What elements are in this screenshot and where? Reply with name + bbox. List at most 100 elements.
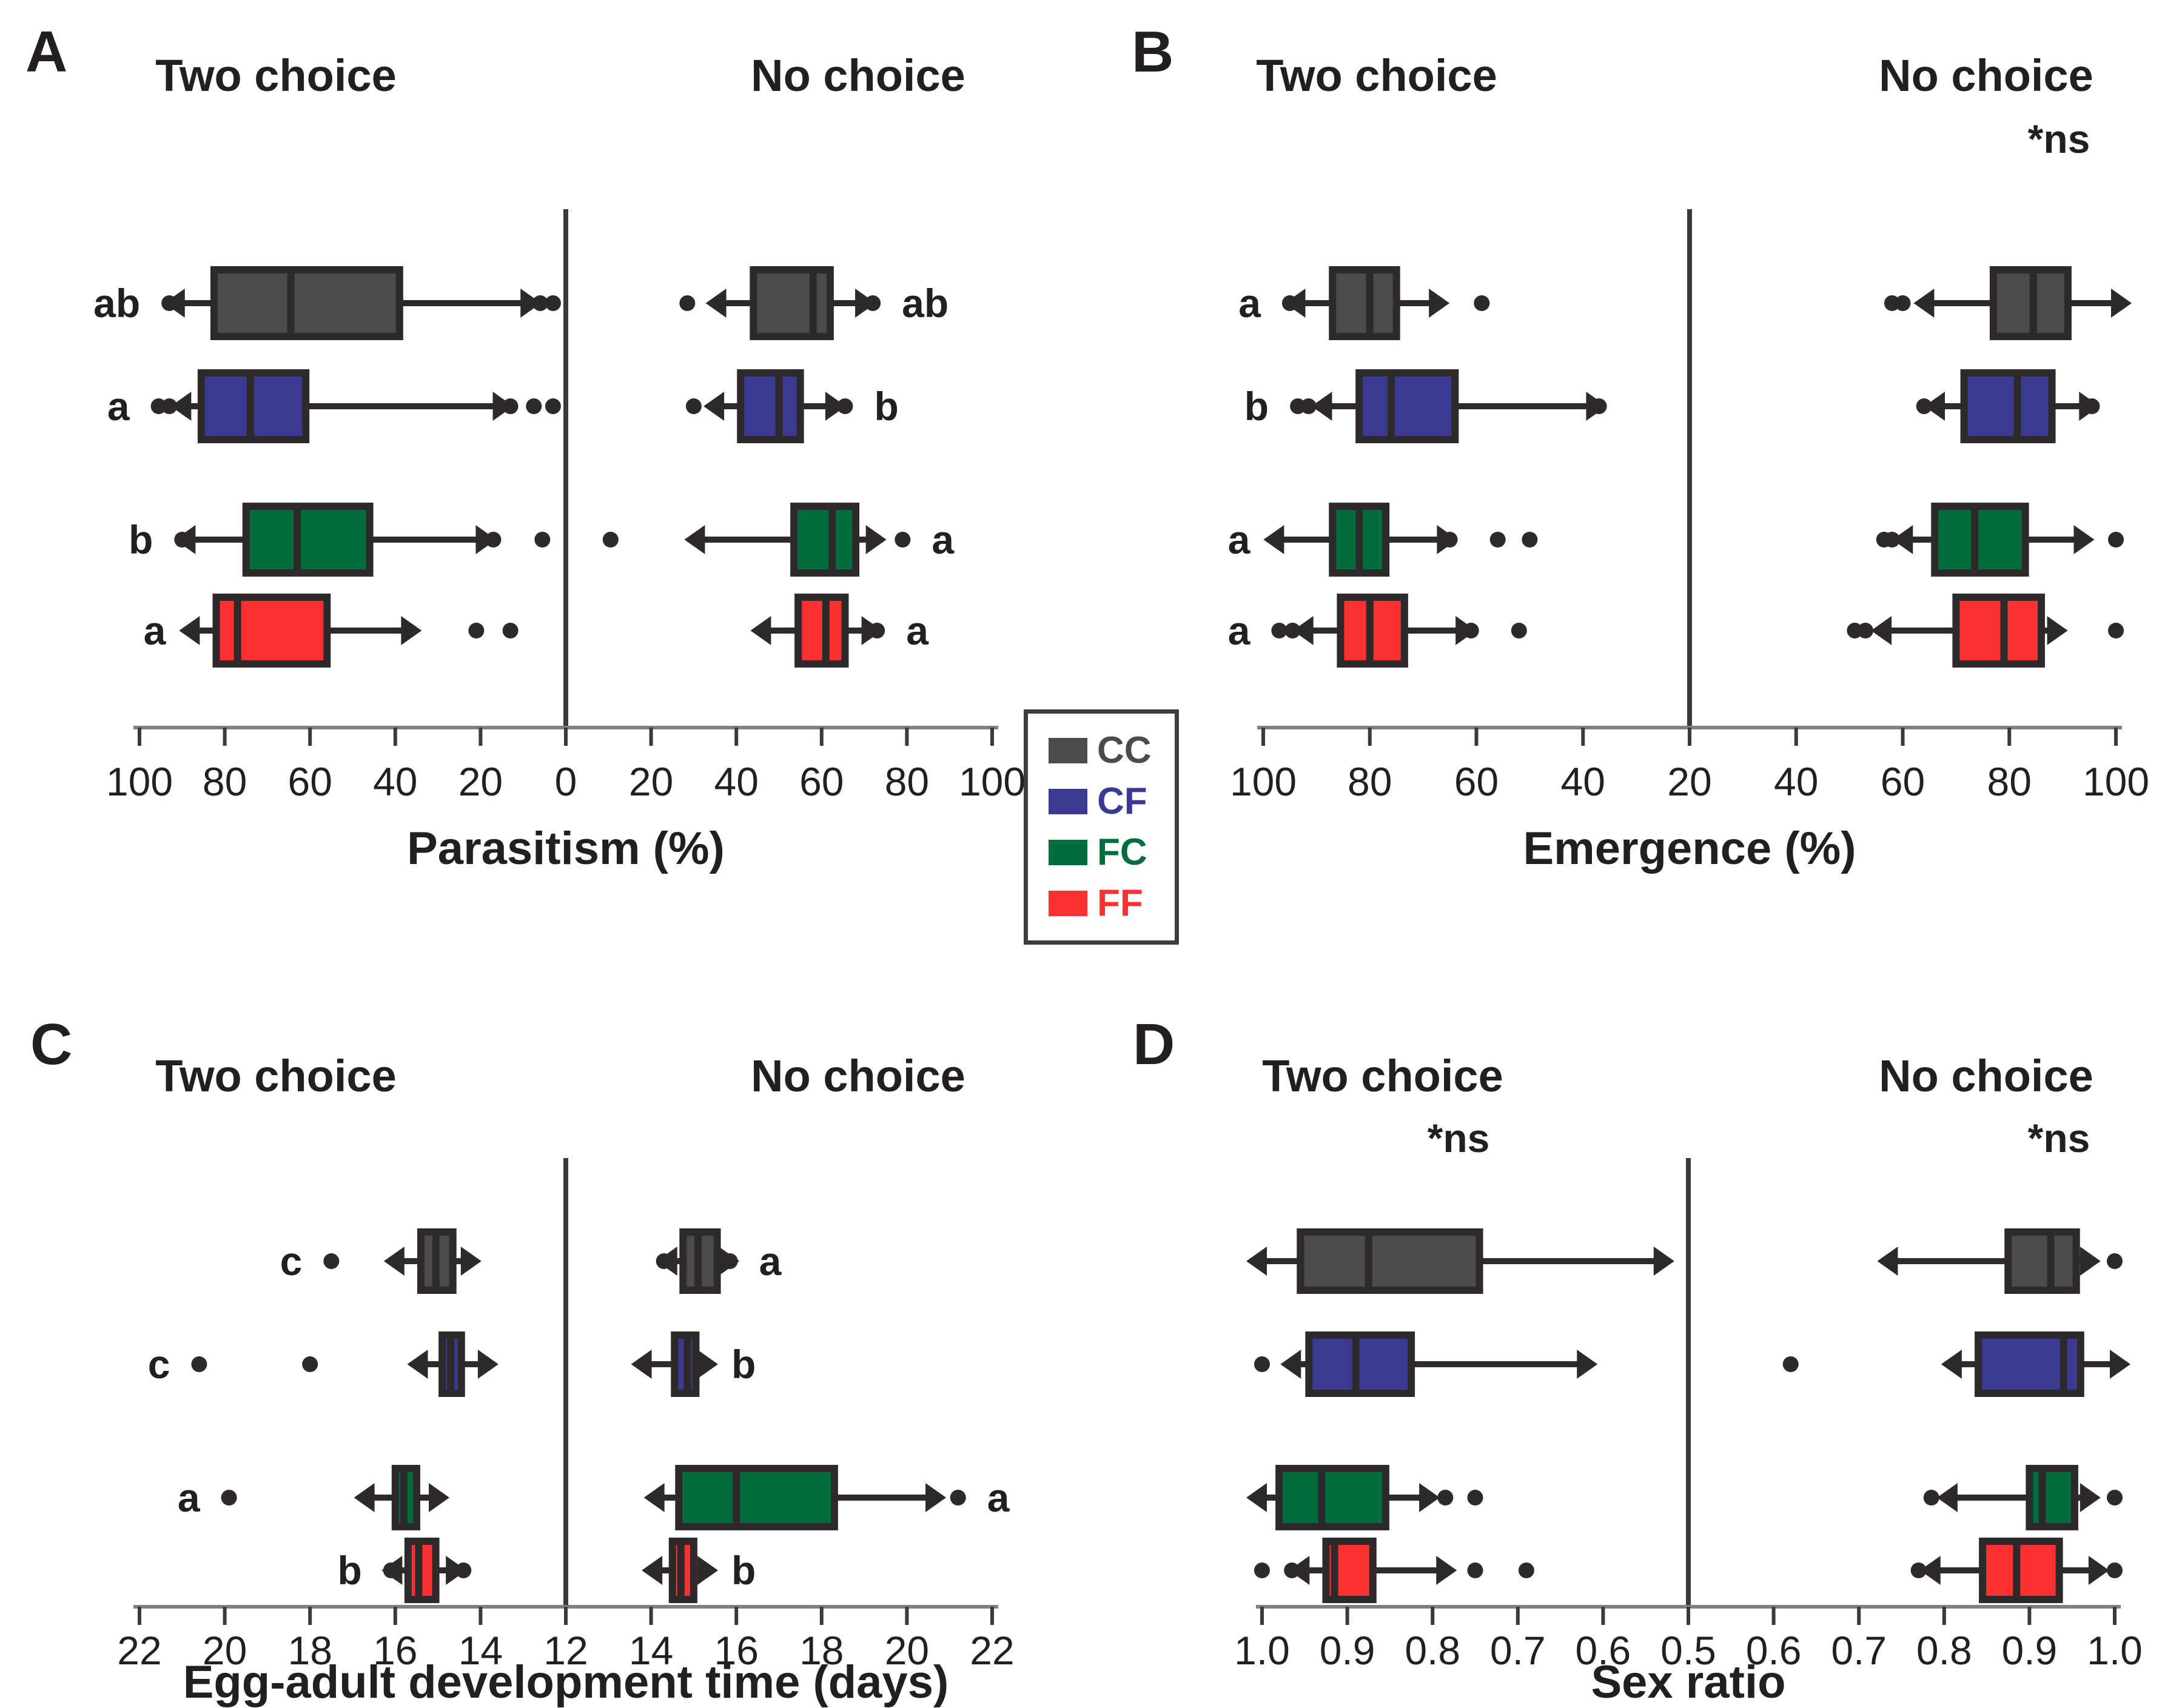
whisker-cap <box>1263 525 1284 554</box>
whisker-cap <box>684 525 705 554</box>
x-axis-tick-label: 40 <box>714 759 758 804</box>
outlier-dot <box>865 295 881 311</box>
box-FC <box>242 503 374 577</box>
boxplot-row-FF-right: a <box>750 594 929 668</box>
outlier-dot <box>895 532 911 548</box>
whisker-cap <box>477 1350 499 1379</box>
box-CC <box>1297 1228 1483 1294</box>
outlier-dot <box>383 1562 399 1578</box>
significance-letter: ab <box>902 281 948 326</box>
legend-item-FF: FF <box>1049 885 1175 922</box>
whisker-cap <box>179 616 200 645</box>
whisker-cap <box>1429 289 1450 318</box>
boxplot-row-FC-left: a <box>1228 503 1538 577</box>
outlier-dot <box>1923 1490 1939 1505</box>
outlier-dot <box>685 398 702 414</box>
left-condition-title: Two choice <box>155 50 396 101</box>
whisker-cap <box>750 616 771 645</box>
boxplot-row-FC-right: a <box>602 503 955 577</box>
box-FC <box>1275 1465 1389 1530</box>
outlier-dot <box>1284 623 1301 638</box>
outlier-dot <box>602 532 619 548</box>
left-condition-title: Two choice <box>1256 50 1497 101</box>
right-condition-title: No choice <box>1879 50 2093 101</box>
whisker-cap <box>1419 1483 1440 1512</box>
x-axis-tick-label: 0.9 <box>1320 1628 1375 1673</box>
outlier-dot <box>656 1253 672 1269</box>
boxplot-row-FF-right <box>1847 594 2124 668</box>
x-axis-tick-label: 20 <box>458 759 503 804</box>
significance-letter: a <box>906 608 929 653</box>
left-condition-title: Two choice <box>155 1051 396 1101</box>
whisker-cap <box>2047 616 2068 645</box>
box-FC <box>1931 503 2029 577</box>
significance-letter: ab <box>93 281 140 326</box>
left-condition-title: Two choice <box>1262 1051 1503 1101</box>
significance-letter: c <box>148 1342 170 1387</box>
x-axis-tick-label: 20 <box>629 759 673 804</box>
whisker-cap <box>631 1350 652 1379</box>
box-FF <box>1979 1538 2063 1603</box>
whisker-cap <box>1436 1556 1457 1585</box>
outlier-dot <box>2108 532 2124 548</box>
significance-letter: a <box>987 1475 1010 1520</box>
whisker-cap <box>925 1483 947 1512</box>
x-axis-tick-label: 18 <box>799 1628 844 1673</box>
x-axis-tick-label: 20 <box>203 1628 247 1673</box>
boxplot-row-CC-left: ab <box>93 266 561 340</box>
outlier-dot <box>545 295 561 311</box>
outlier-dot <box>2107 1253 2123 1269</box>
outlier-dot <box>502 623 519 638</box>
outlier-dot <box>2084 398 2100 414</box>
boxplot-row-FF-left: b <box>337 1538 472 1603</box>
significance-letter: b <box>874 384 898 429</box>
box-CF <box>737 369 804 443</box>
boxplot-row-CC-right: a <box>656 1228 782 1294</box>
boxplot-row-CC-right: ab <box>679 266 948 340</box>
x-axis-tick-label: 60 <box>1454 759 1499 804</box>
significance-letter: b <box>337 1548 361 1593</box>
x-axis-tick-label: 80 <box>203 759 247 804</box>
outlier-dot <box>837 398 853 414</box>
legend-label-FC: FC <box>1097 831 1147 873</box>
significance-letter: a <box>1228 517 1251 562</box>
significance-letter: a <box>932 517 955 562</box>
box-FF <box>794 594 849 668</box>
outlier-dot <box>950 1490 966 1505</box>
panel-d-boxplot: D Two choice No choice *ns *ns 1.0 0.9 0.8 0.7 0.… <box>1133 1012 2143 1708</box>
x-axis-tick-label: 16 <box>714 1628 758 1673</box>
outlier-dot <box>221 1490 237 1505</box>
whisker-cap <box>865 525 887 554</box>
outlier-dot <box>1442 532 1458 548</box>
outlier-dot <box>1857 623 1873 638</box>
boxplot-row-FF-left: a <box>144 594 519 668</box>
significance-letter: b <box>129 517 153 562</box>
right-condition-title: No choice <box>1879 1051 2093 1101</box>
whisker-cap <box>1919 1556 1941 1585</box>
x-axis-tick-label: 1.0 <box>2087 1628 2143 1673</box>
outlier-dot <box>1474 295 1490 311</box>
outlier-dot <box>1437 1490 1454 1505</box>
legend-swatch-FC <box>1049 840 1087 865</box>
x-axis-tick-label: 12 <box>543 1628 588 1673</box>
box-CF <box>1960 369 2056 443</box>
x-axis-tick-label: 60 <box>799 759 844 804</box>
boxplot-row-CF-left <box>1254 1331 1598 1397</box>
boxplot-row-CF-right: b <box>685 369 899 443</box>
outlier-dot <box>323 1253 340 1269</box>
boxplot-row-CF-right <box>1916 369 2100 443</box>
x-axis-tick-label: 0 <box>555 759 577 804</box>
outlier-dot <box>1463 623 1479 638</box>
whisker-cap <box>1246 1247 1267 1276</box>
boxplot-row-FF-left <box>1254 1538 1534 1603</box>
boxplot-row-FC-right <box>1923 1465 2123 1530</box>
right-ns-annotation: *ns <box>2028 116 2090 161</box>
x-axis-tick-label: 80 <box>885 759 929 804</box>
boxplot-row-FC-right: a <box>643 1465 1010 1530</box>
whisker-cap <box>703 392 725 421</box>
box-CC <box>210 266 403 340</box>
outlier-dot <box>2107 1490 2123 1505</box>
right-condition-title: No choice <box>751 50 965 101</box>
whisker-cap <box>383 1247 405 1276</box>
whisker-cap <box>1892 525 1913 554</box>
